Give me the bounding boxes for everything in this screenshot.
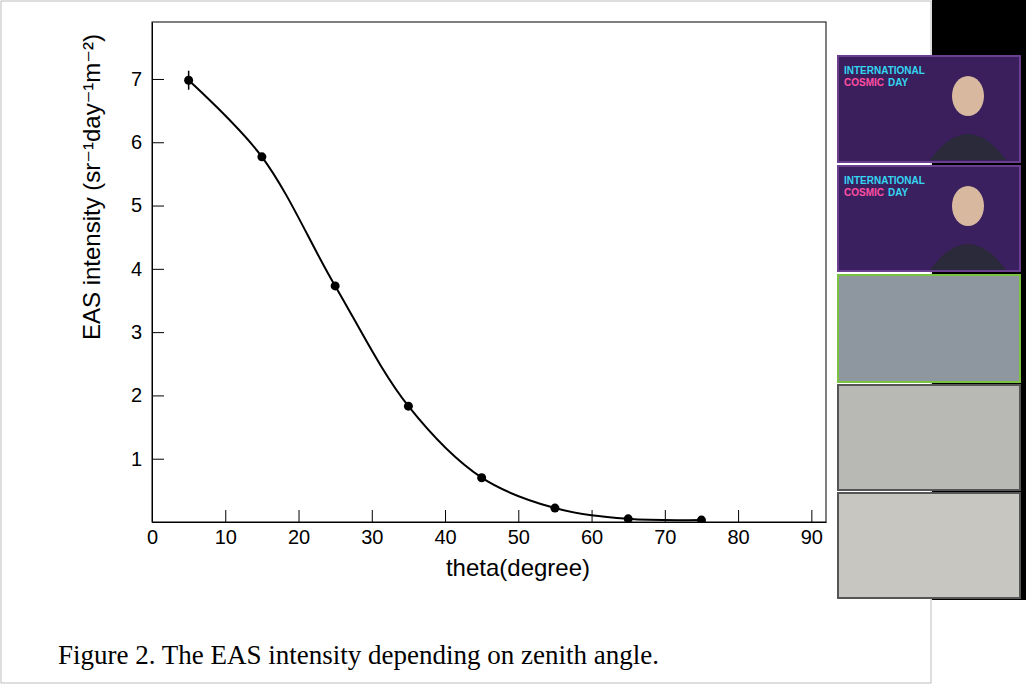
y-tick-label: 5 [131, 194, 142, 216]
thumbnail-annotation: INTERNATIONALCOSMICDAY [844, 175, 925, 198]
thumbnail-annotation: INTERNATIONALCOSMICDAY [844, 65, 925, 88]
y-axis-title: EAS intensity (sr⁻¹day⁻¹m⁻²) [78, 34, 105, 340]
y-tick-label: 2 [131, 384, 142, 406]
x-tick: 90 [801, 510, 823, 548]
y-tick: 4 [131, 258, 164, 280]
x-tick-label: 90 [801, 526, 823, 548]
x-tick-label: 30 [361, 526, 383, 548]
data-point [257, 152, 266, 161]
video-thumbnail [838, 275, 1020, 382]
x-axis-line [153, 522, 827, 523]
slide-border [1, 1, 931, 683]
y-tick: 5 [131, 194, 164, 216]
background [0, 0, 1026, 684]
plot-area [184, 71, 706, 522]
y-tick-mark [152, 206, 164, 207]
y-axis-line [152, 23, 153, 523]
y-tick-mark [152, 395, 164, 396]
curve [189, 80, 702, 520]
y-tick: 1 [131, 448, 164, 470]
y-tick-label: 6 [131, 131, 142, 153]
x-tick-label: 40 [434, 526, 456, 548]
data-point [404, 402, 413, 411]
data-point [477, 473, 486, 482]
y-tick-mark [152, 332, 164, 333]
x-tick-mark [225, 510, 226, 522]
data-point [697, 516, 706, 522]
y-tick: 3 [131, 321, 164, 343]
x-tick-mark [811, 510, 812, 522]
x-tick-label: 80 [727, 526, 749, 548]
y-tick-mark [152, 269, 164, 270]
y-axis: 1 2 3 4 5 6 7 [131, 23, 164, 523]
person-head [952, 186, 984, 226]
x-tick: 40 [434, 510, 456, 548]
x-axis: 0 10 20 30 40 50 60 70 80 90 [147, 510, 827, 548]
y-tick-label: 3 [131, 321, 142, 343]
x-tick: 10 [215, 510, 237, 548]
data-point [331, 281, 340, 290]
x-tick-mark [738, 510, 739, 522]
plot-frame [152, 22, 826, 522]
video-thumbnail [838, 166, 1020, 271]
caption: Figure 2. The EAS intensity depending on… [58, 640, 659, 670]
video-thumbnail [838, 493, 1020, 598]
x-tick-label: 10 [215, 526, 237, 548]
data-point [550, 504, 559, 513]
x-tick-label: 60 [581, 526, 603, 548]
data-point [184, 76, 193, 85]
x-tick-label: 0 [147, 526, 158, 548]
x-axis-title: theta(degree) [446, 554, 590, 581]
y-tick: 6 [131, 131, 164, 153]
y-tick-label: 4 [131, 258, 142, 280]
x-tick-mark [445, 510, 446, 522]
x-tick: 30 [361, 510, 383, 548]
x-tick-mark [299, 510, 300, 522]
y-tick-mark [152, 459, 164, 460]
video-thumbnail [838, 56, 1020, 162]
data-point [624, 514, 633, 522]
x-tick: 20 [288, 510, 310, 548]
y-tick: 7 [131, 68, 164, 90]
x-tick-mark [518, 510, 519, 522]
x-tick-mark [372, 510, 373, 522]
y-tick-mark [152, 79, 164, 80]
y-tick-label: 1 [131, 448, 142, 470]
video-thumbnail [838, 385, 1020, 490]
person-body [930, 134, 1006, 160]
x-tick-label: 20 [288, 526, 310, 548]
y-tick-mark [152, 142, 164, 143]
person-body [930, 244, 1006, 270]
x-tick-label: 50 [508, 526, 530, 548]
x-tick: 80 [727, 510, 749, 548]
x-tick: 70 [654, 510, 676, 548]
page: 0 10 20 30 40 50 60 70 80 90 1 2 3 4 5 6 7 theta(degree) E… [0, 0, 1026, 684]
y-tick-label: 7 [131, 68, 142, 90]
x-tick-label: 70 [654, 526, 676, 548]
y-tick: 2 [131, 384, 164, 406]
x-tick: 50 [508, 510, 530, 548]
person-head [952, 76, 984, 116]
